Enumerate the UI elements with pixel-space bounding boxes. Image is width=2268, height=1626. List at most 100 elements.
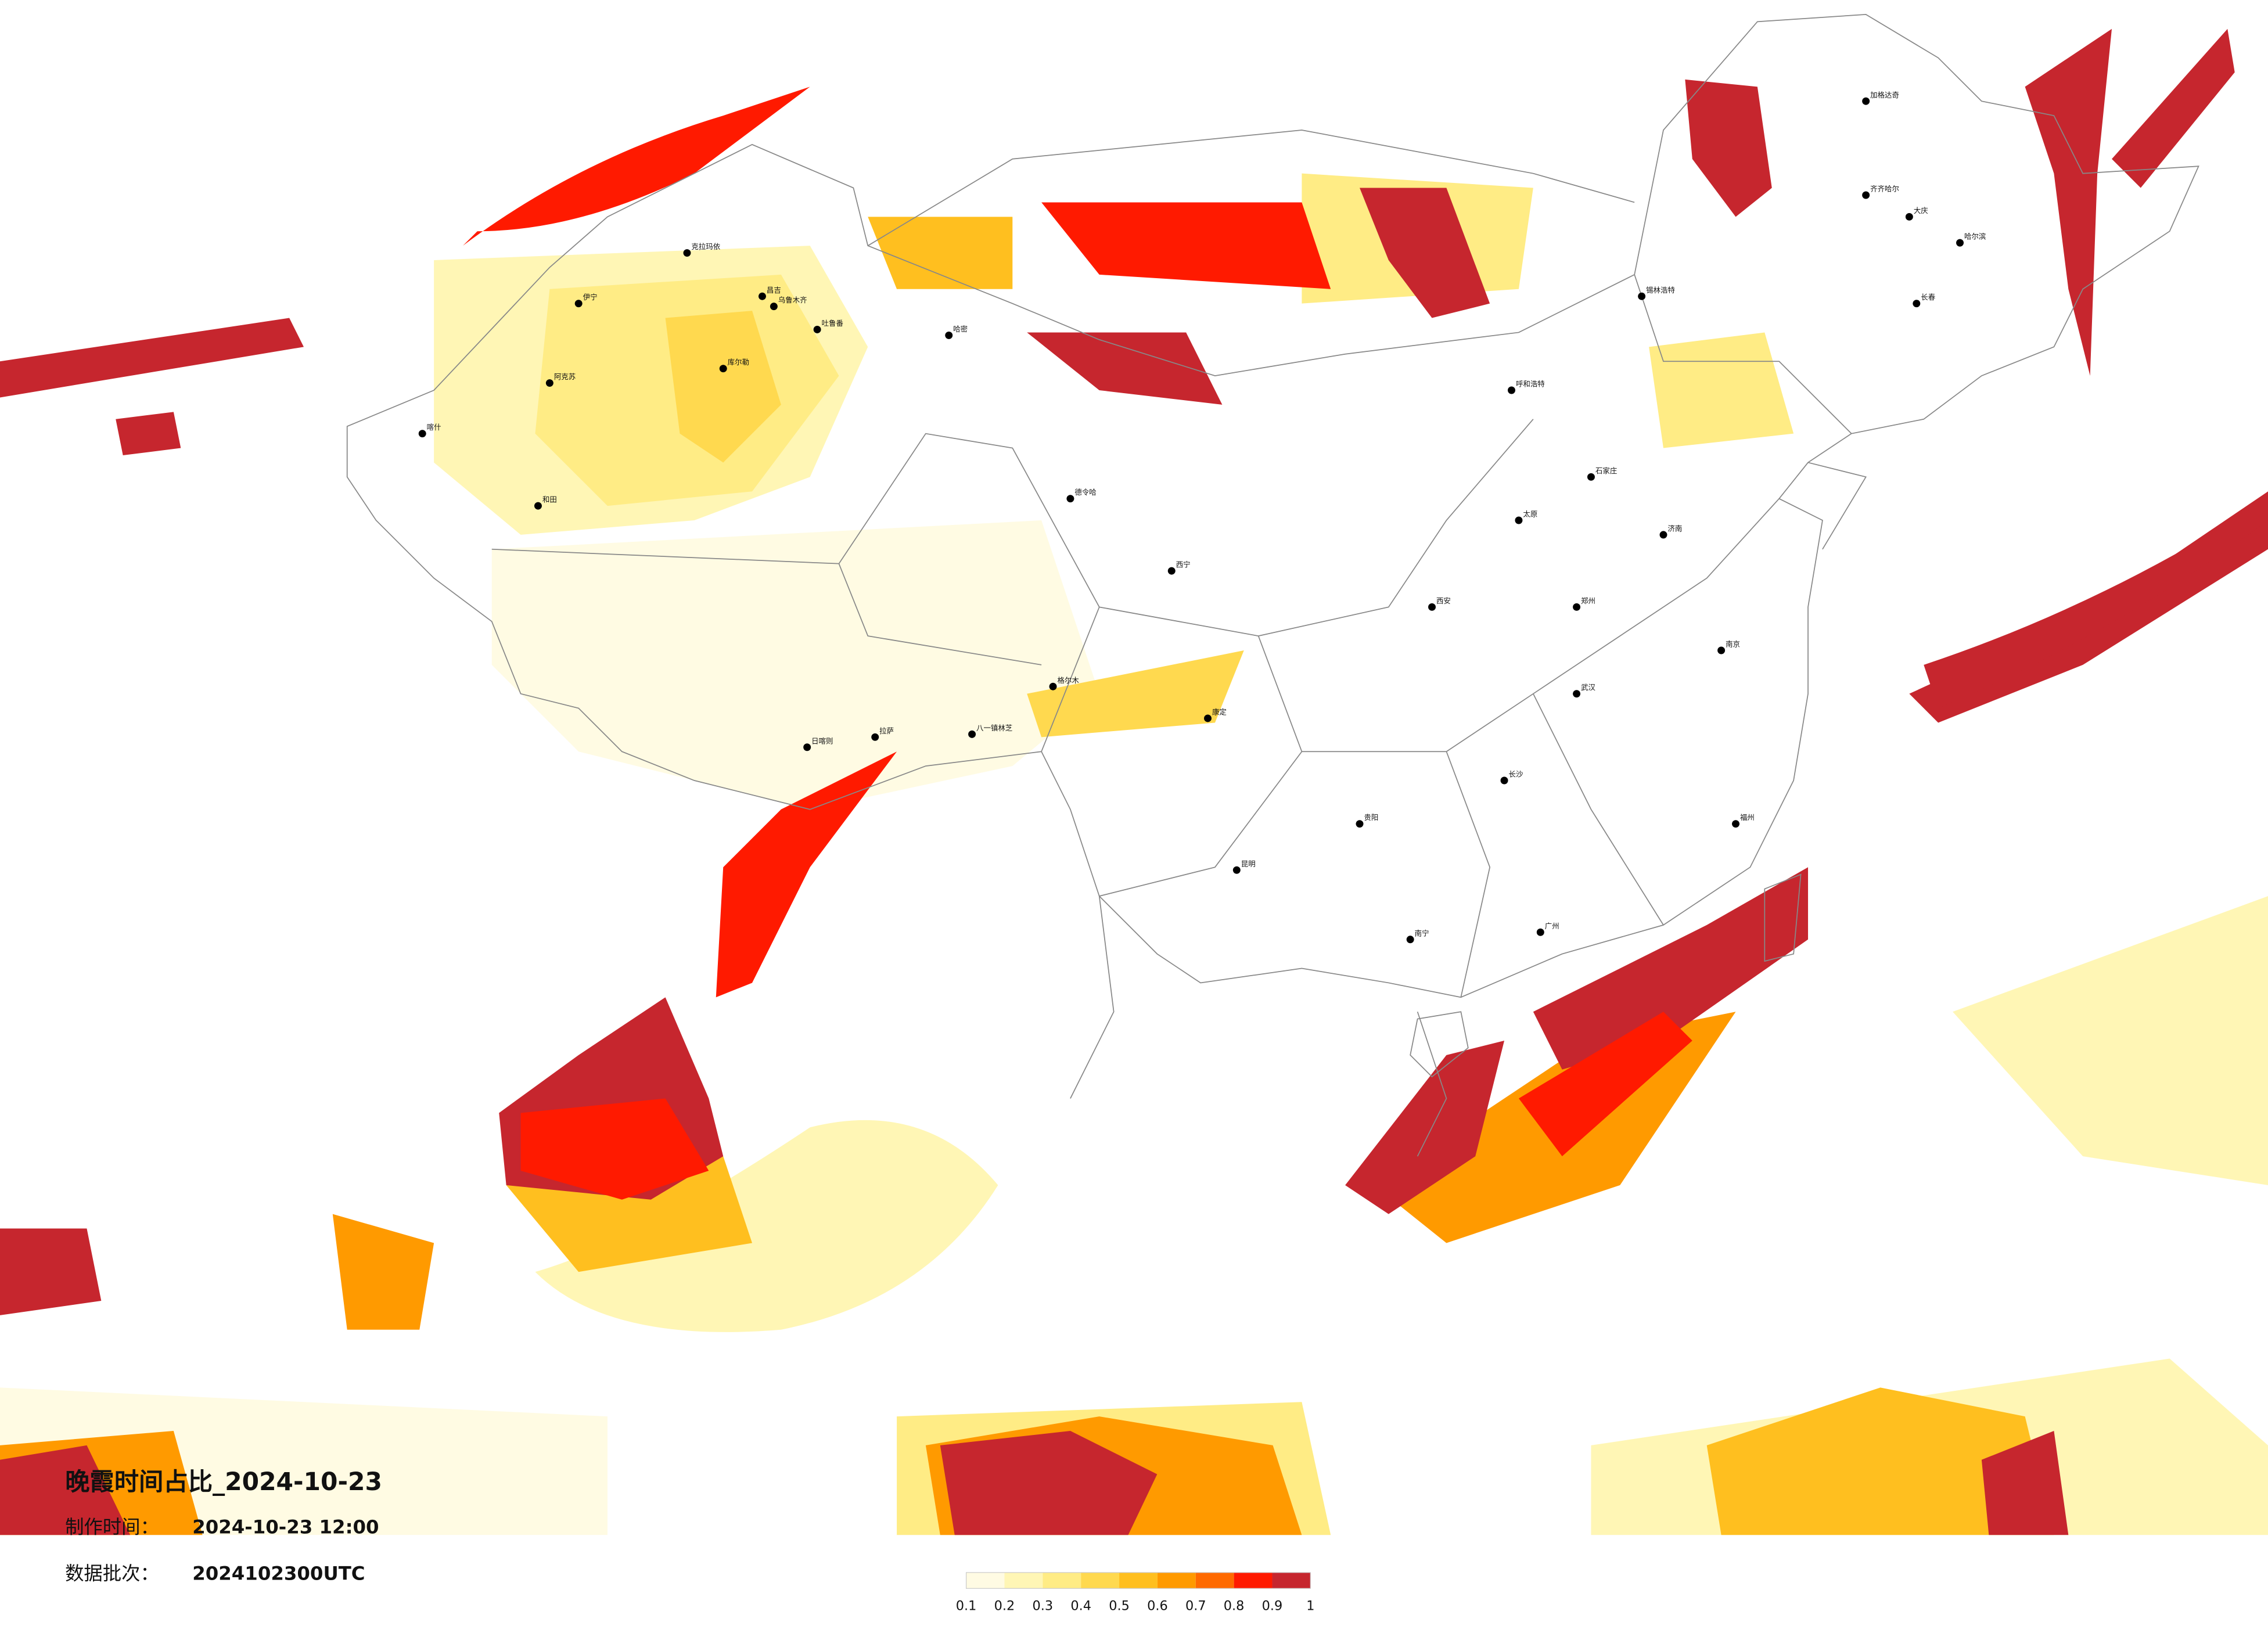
colorbar-tick-label: 0.2	[994, 1599, 1015, 1614]
colorbar-tick-label: 0.5	[1109, 1599, 1130, 1614]
colorbar-swatch	[966, 1572, 1005, 1589]
colorbar-swatch	[1004, 1572, 1043, 1589]
cloud-region	[2112, 28, 2235, 188]
city-label: 福州	[1740, 813, 1755, 822]
cloud-region	[491, 520, 1099, 810]
city-dot	[1508, 386, 1515, 394]
cloud-region	[0, 318, 304, 398]
city-dot	[1515, 516, 1523, 524]
city-dot	[1428, 603, 1436, 611]
cloud-region	[1027, 332, 1223, 405]
cloud-region	[332, 1214, 434, 1330]
city-dot	[1587, 473, 1595, 481]
cloud-region	[535, 1120, 998, 1332]
cloud-layer	[0, 28, 2268, 1535]
city-label: 锡林浩特	[1646, 286, 1675, 294]
city-label: 德令哈	[1074, 488, 1096, 497]
colorbar-swatch	[1119, 1572, 1158, 1589]
cloud-region	[1027, 650, 1244, 738]
colorbar-swatch	[1272, 1572, 1311, 1589]
city-label: 济南	[1667, 524, 1682, 533]
city-label: 吐鲁番	[822, 319, 844, 328]
city-dot	[418, 430, 426, 438]
city-label: 库尔勒	[728, 358, 749, 366]
city-dot	[1406, 936, 1414, 944]
city-label: 郑州	[1581, 596, 1595, 605]
cloud-region	[1981, 1431, 2069, 1535]
city-label: 昆明	[1241, 859, 1256, 868]
map-title: 晚霞时间占比_2024-10-23	[65, 1467, 382, 1496]
cloud-region	[0, 1228, 102, 1315]
colorbar-swatch	[1081, 1572, 1120, 1589]
colorbar-tick-label: 1	[1306, 1599, 1314, 1614]
colorbar-frame	[965, 1572, 1311, 1589]
colorbar-tick-label: 0.8	[1224, 1599, 1245, 1614]
cloud-region	[716, 751, 897, 998]
city-dot	[1066, 495, 1074, 503]
city-label: 克拉玛依	[691, 242, 720, 251]
made-time: 2024-10-23 12:00	[192, 1516, 379, 1538]
city-label: 日喀则	[811, 736, 833, 745]
city-dot	[719, 365, 727, 373]
city-label: 昌吉	[767, 286, 781, 294]
city-dot	[1167, 567, 1176, 575]
city-label: 哈密	[953, 325, 968, 333]
city-label: 呼和浩特	[1516, 380, 1545, 388]
city-dot	[871, 733, 879, 741]
cloud-region	[1518, 1012, 1692, 1157]
city-label: 伊宁	[583, 293, 598, 301]
city-dot	[1356, 820, 1364, 828]
cloud-region	[1533, 867, 1809, 1070]
city-dot	[1732, 820, 1739, 828]
batch-label: 数据批次：	[65, 1562, 159, 1584]
city-label: 大庆	[1914, 206, 1928, 215]
city-dot	[770, 303, 778, 311]
city-dot	[813, 325, 821, 333]
city-label: 拉萨	[879, 726, 894, 735]
colorbar-swatch	[1157, 1572, 1196, 1589]
city-dot	[1573, 690, 1581, 698]
colorbar-swatch	[1234, 1572, 1273, 1589]
city-dot	[945, 331, 953, 339]
cloud-region	[116, 412, 181, 455]
cloud-region	[520, 1098, 709, 1200]
made-time-label: 制作时间：	[65, 1516, 159, 1538]
city-label: 长沙	[1509, 770, 1523, 779]
colorbar-swatch	[1043, 1572, 1081, 1589]
city-label: 阿克苏	[554, 372, 576, 381]
cloud-region	[1685, 79, 1772, 217]
city-label: 太原	[1523, 510, 1537, 519]
colorbar-swatch	[1195, 1572, 1234, 1589]
cloud-region	[940, 1431, 1158, 1535]
city-label: 西安	[1436, 596, 1451, 605]
city-dot	[1862, 191, 1870, 199]
city-label: 贵阳	[1364, 813, 1378, 822]
city-dot	[1500, 776, 1508, 785]
colorbar-tick-label: 0.3	[1033, 1599, 1054, 1614]
cloud-region	[665, 311, 781, 463]
city-label: 长春	[1921, 293, 1935, 301]
colorbar-tick-label: 0.4	[1070, 1599, 1091, 1614]
city-dot	[758, 292, 766, 300]
city-dot	[1862, 97, 1870, 105]
city-label: 齐齐哈尔	[1870, 185, 1899, 193]
city-dot	[1573, 603, 1581, 611]
colorbar-tick-label: 0.1	[956, 1599, 977, 1614]
city-dot	[1204, 714, 1212, 722]
city-dot	[534, 502, 542, 510]
city-label: 南宁	[1415, 929, 1429, 937]
city-dot	[1905, 213, 1913, 221]
city-dot	[968, 730, 976, 738]
city-dot	[1536, 928, 1544, 936]
cloud-region	[1953, 896, 2268, 1185]
cloud-region	[2025, 28, 2112, 376]
city-label: 八一镇林芝	[976, 724, 1012, 732]
province-border	[491, 274, 1852, 998]
city-label: 格尔木	[1058, 676, 1080, 685]
cloud-region	[1345, 1041, 1505, 1214]
city-label: 喀什	[427, 423, 441, 431]
city-label: 石家庄	[1595, 466, 1617, 475]
